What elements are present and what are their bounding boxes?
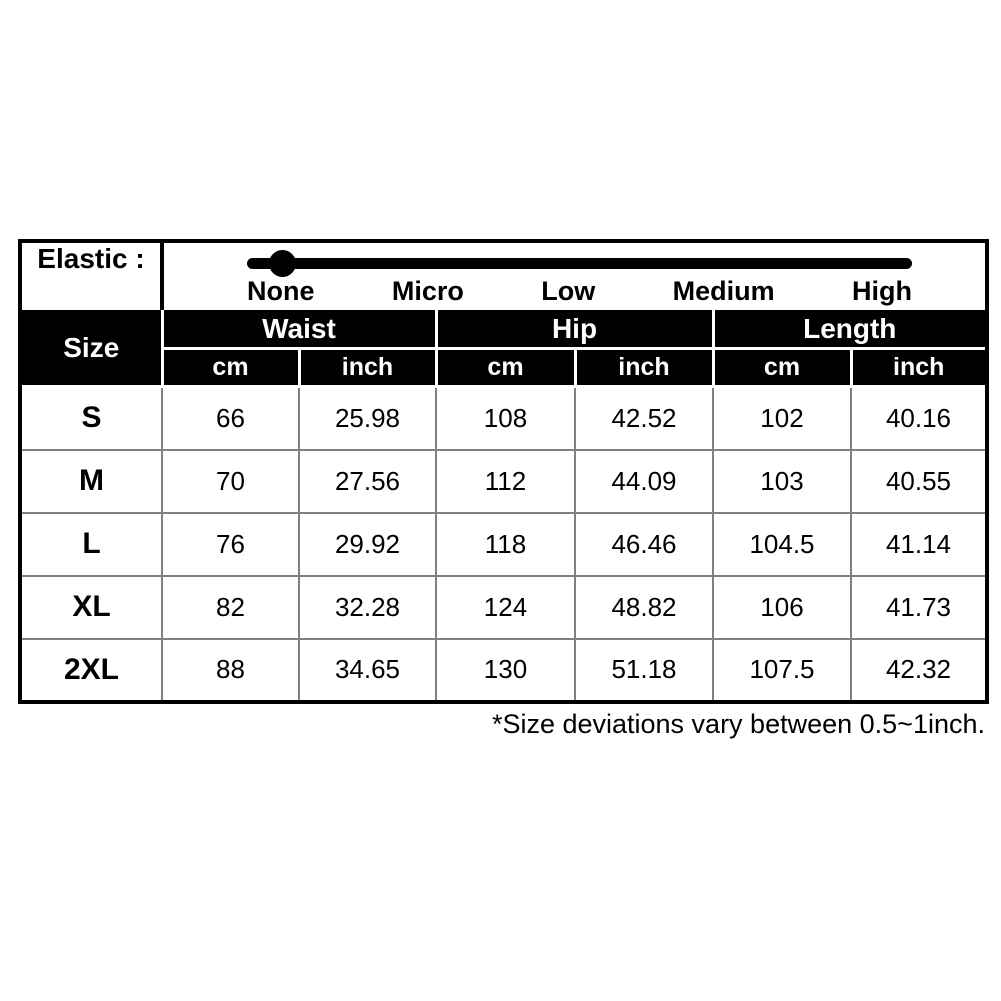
length-cm-header: cm [711,347,853,388]
waist-inch-header: inch [297,347,438,388]
hip-inch-value: 51.18 [574,637,714,703]
length-inch-value: 42.32 [850,637,988,703]
units-header-row: cm inch cm inch cm inch [20,347,989,388]
elastic-slider: None Micro Low Medium High [164,243,985,307]
size-label: XL [19,574,163,640]
waist-inch-value: 29.92 [298,511,437,577]
length-cm-value: 107.5 [712,637,852,703]
waist-inch-value: 25.98 [298,385,437,451]
slider-track[interactable] [247,258,912,269]
waist-cm-value: 70 [161,448,300,514]
waist-header: Waist [160,307,438,350]
hip-inch-value: 44.09 [574,448,714,514]
size-deviation-footnote: *Size deviations vary between 0.5~1inch. [491,709,985,739]
length-header: Length [711,307,989,350]
hip-inch-value: 42.52 [574,385,714,451]
elastic-level-high: High [851,276,912,306]
hip-inch-value: 46.46 [574,511,714,577]
elastic-level-micro: Micro [391,276,464,306]
waist-cm-value: 66 [161,385,300,451]
waist-cm-value: 76 [161,511,300,577]
elastic-row: Elastic : None Micro Low Medium High [20,241,987,309]
table-row-m: M 70 27.56 112 44.09 103 40.55 [19,448,988,514]
waist-cm-value: 82 [161,574,300,640]
hip-cm-value: 112 [435,448,576,514]
table-row-2xl: 2XL 88 34.65 130 51.18 107.5 42.32 [19,637,988,703]
hip-cm-value: 118 [435,511,576,577]
length-inch-value: 40.55 [850,448,988,514]
length-inch-header: inch [849,347,989,388]
elastic-level-none: None [247,276,315,306]
size-label: L [19,511,163,577]
slider-thumb[interactable] [269,250,297,277]
waist-inch-value: 27.56 [298,448,437,514]
waist-inch-value: 34.65 [298,637,437,703]
length-inch-value: 41.73 [850,574,988,640]
hip-cm-value: 124 [435,574,576,640]
group-header-row: Size Waist Hip Length [18,307,989,388]
length-cm-value: 102 [712,385,852,451]
elastic-label: Elastic : [20,241,164,309]
hip-cm-value: 130 [435,637,576,703]
size-chart-table: Elastic : None Micro Low Medium High [18,239,989,704]
hip-inch-header: inch [573,347,715,388]
size-label: M [19,448,163,514]
waist-inch-value: 32.28 [298,574,437,640]
length-inch-value: 40.16 [850,385,988,451]
length-cm-value: 106 [712,574,852,640]
elastic-level-low: Low [541,276,596,306]
table-row-xl: XL 82 32.28 124 48.82 106 41.73 [19,574,988,640]
hip-header: Hip [434,307,715,350]
size-label: 2XL [19,637,163,703]
elastic-level-labels: None Micro Low Medium High [247,276,912,307]
table-row-s: S 66 25.98 108 42.52 102 40.16 [19,385,988,451]
waist-cm-value: 88 [161,637,300,703]
waist-cm-header: cm [160,347,301,388]
table-row-l: L 76 29.92 118 46.46 104.5 41.14 [19,511,988,577]
length-cm-value: 103 [712,448,852,514]
length-cm-value: 104.5 [712,511,852,577]
hip-cm-header: cm [434,347,577,388]
size-label: S [19,385,163,451]
hip-cm-value: 108 [435,385,576,451]
length-inch-value: 41.14 [850,511,988,577]
hip-inch-value: 48.82 [574,574,714,640]
elastic-level-medium: Medium [672,276,775,306]
size-column-header: Size [18,307,164,388]
elastic-slider-cell: None Micro Low Medium High [162,241,987,309]
